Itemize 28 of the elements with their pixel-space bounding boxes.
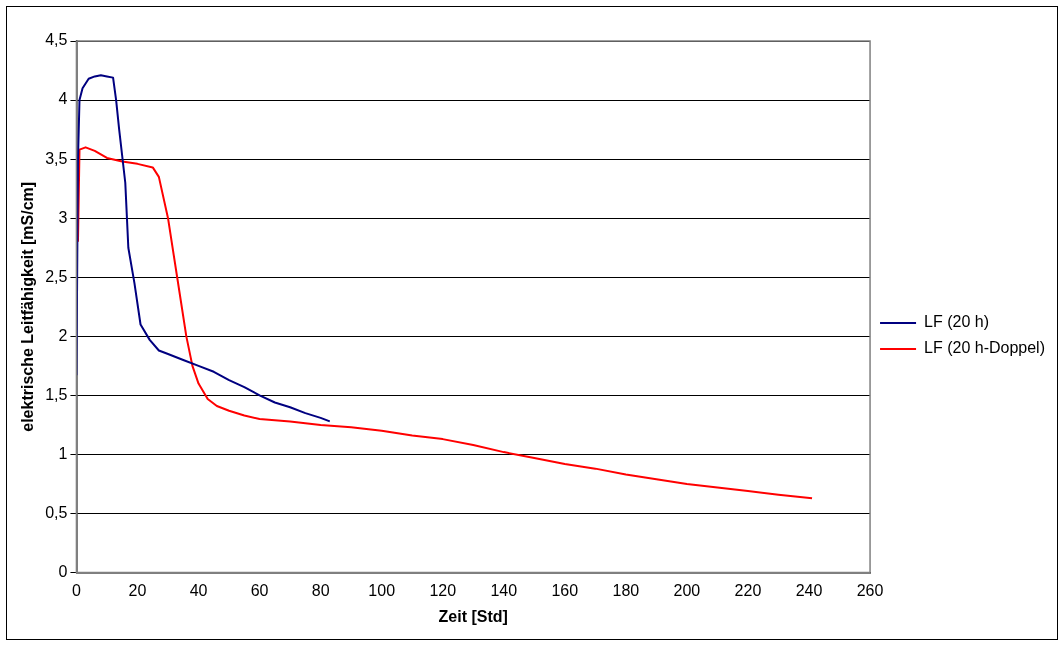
x-tick-label: 40 <box>189 581 208 599</box>
x-tick-label: 260 <box>856 581 884 599</box>
y-tick-label: 0 <box>58 563 68 581</box>
x-tick-label: 240 <box>795 581 823 599</box>
x-tick-label: 160 <box>551 581 579 599</box>
y-tick-label: 3,5 <box>45 149 68 167</box>
y-tick-label: 0,5 <box>45 503 68 521</box>
x-tick-label: 140 <box>490 581 518 599</box>
x-tick-label: 20 <box>128 581 147 599</box>
x-tick-label: 100 <box>368 581 396 599</box>
x-tick-label: 60 <box>250 581 269 599</box>
y-axis-title: elektrische Leitfähigkeit [mS/cm] <box>19 181 37 432</box>
y-tick-label: 4,5 <box>45 31 68 49</box>
y-tick-label: 3 <box>58 208 68 226</box>
x-tick-label: 80 <box>311 581 330 599</box>
y-tick-label: 1,5 <box>45 385 68 403</box>
x-tick-label: 180 <box>612 581 640 599</box>
y-tick-label: 1 <box>58 444 68 462</box>
y-tick-label: 2 <box>58 326 68 344</box>
x-tick-label: 220 <box>734 581 762 599</box>
x-axis-title: Zeit [Std] <box>438 607 508 625</box>
x-tick-label: 200 <box>673 581 701 599</box>
y-tick-label: 4 <box>58 90 68 108</box>
x-tick-label: 120 <box>429 581 457 599</box>
x-tick-label: 0 <box>71 581 81 599</box>
legend-label: LF (20 h) <box>924 313 989 331</box>
y-tick-label: 2,5 <box>45 267 68 285</box>
legend-label: LF (20 h-Doppel) <box>924 339 1046 357</box>
